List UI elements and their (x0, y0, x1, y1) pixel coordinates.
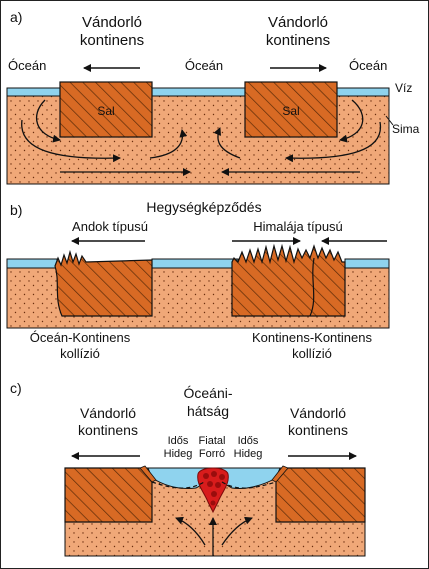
panel-c-margin-left (139, 465, 157, 483)
panel-c-drift-right-line2: kontinens (288, 422, 348, 438)
panel-a: a) Vándorló kontinens Vándorló kontinens… (6, 9, 420, 185)
panel-c-young-hot-line2: Forró (199, 448, 225, 460)
panel-c-drift-left-line2: kontinens (78, 422, 138, 438)
panel-a-sal-left: Sal (97, 104, 114, 118)
panel-b: b) Hegységképződés Andok típusú Himalája… (6, 199, 390, 361)
panel-c-drift-left-line1: Vándorló (80, 405, 136, 421)
panel-b-andes-type: Andok típusú (72, 219, 148, 234)
panel-b-water-right (344, 258, 390, 269)
panel-c-drift-right-line1: Vándorló (290, 405, 346, 421)
panel-b-suture (309, 257, 315, 317)
convection-arrow (285, 121, 382, 163)
panel-a-sal-right: Sal (282, 104, 299, 118)
panel-b-cc-collision-line2: kollízió (292, 346, 332, 361)
panel-a-drift-right-line2: kontinens (266, 32, 330, 49)
panel-c-old-cold-left-line2: Hideg (164, 448, 193, 460)
panel-c-old-cold-right-line2: Hideg (234, 448, 263, 460)
panel-b-letter: b) (10, 202, 22, 218)
panel-a-convection-arrows (21, 99, 382, 176)
magma-blob (210, 500, 216, 506)
magma-blob (215, 482, 221, 488)
magma-blob (211, 491, 217, 497)
panel-a-continent-right (244, 81, 338, 138)
panel-c-margin-right (271, 465, 289, 483)
panel-c-lithosphere-right (221, 481, 277, 489)
panel-c-lithosphere-left (151, 481, 205, 489)
panel-c-old-cold-right-line1: Idős (238, 435, 259, 447)
panel-b-water-left (6, 258, 58, 269)
panel-a-water-label: Víz (395, 81, 412, 95)
panel-c-magma-blobs (203, 471, 225, 506)
panel-c-continent-left (64, 467, 153, 523)
panel-c-letter: c) (10, 380, 22, 396)
panel-a-water (6, 87, 390, 97)
panel-b-cc-collision-line1: Kontinens-Kontinens (252, 330, 372, 345)
panel-c: c) Óceáni- hátság Vándorló kontinens Ván… (10, 380, 366, 557)
panel-b-oc-collision-line1: Óceán-Kontinens (30, 330, 131, 345)
panel-c-continent-right (275, 467, 366, 523)
convection-arrow (21, 119, 121, 163)
panel-a-sima-label: Sima (392, 122, 420, 136)
magma-blob (211, 471, 217, 477)
panel-c-ridge-line2: hátság (187, 403, 229, 419)
panel-c-old-cold-left-line1: Idős (168, 435, 189, 447)
convection-arrow (36, 99, 61, 143)
convection-arrow (213, 127, 241, 159)
panel-a-letter: a) (10, 9, 22, 25)
panel-a-drift-left-line2: kontinens (80, 32, 144, 49)
magma-blob (207, 481, 213, 487)
panel-a-ocean-left: Óceán (8, 58, 46, 73)
panel-a-sima-leader (385, 115, 394, 126)
panel-a-ocean-right: Óceán (349, 58, 387, 73)
panel-c-ridge-line1: Óceáni- (183, 385, 232, 401)
panel-b-title: Hegységképződés (146, 199, 261, 215)
panel-c-upwelling-arrows (175, 516, 253, 556)
upwelling-arrow (175, 516, 206, 546)
panel-a-ocean-center: Óceán (185, 58, 223, 73)
magma-blob (219, 474, 225, 480)
panel-a-continent-left (59, 81, 153, 138)
panel-b-andes-continent (54, 249, 153, 317)
convection-arrow (149, 129, 188, 159)
panel-b-oc-collision-line2: kollízió (60, 346, 100, 361)
panel-c-young-hot-line1: Fiatal (199, 435, 226, 447)
upwelling-arrow (221, 516, 253, 546)
convection-arrow (339, 99, 364, 143)
panel-b-himalaya-type: Himalája típusú (253, 219, 343, 234)
panel-b-himalaya-continents (231, 243, 346, 317)
panel-b-water-center (151, 258, 239, 269)
panel-a-drift-left-line1: Vándorló (82, 14, 142, 31)
magma-blob (203, 473, 209, 479)
panel-a-drift-right-line1: Vándorló (268, 14, 328, 31)
